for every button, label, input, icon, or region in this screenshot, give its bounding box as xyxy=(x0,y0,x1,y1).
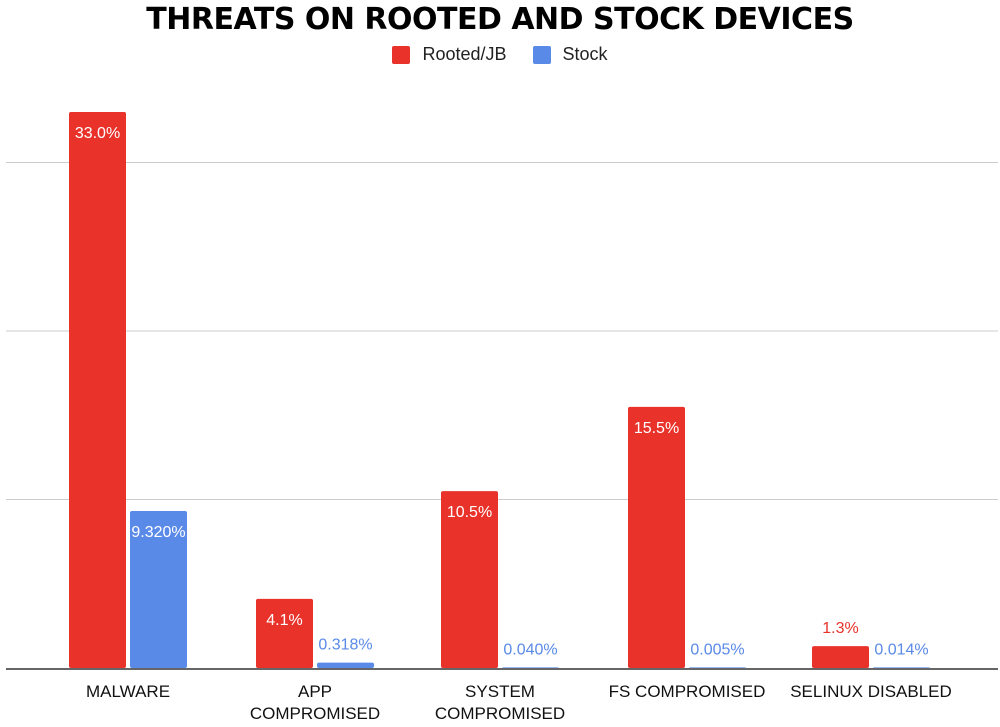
data-label-rooted-2: 10.5% xyxy=(447,504,492,521)
data-label-rooted-0: 33.0% xyxy=(75,125,120,142)
data-label-stock-2: 0.040% xyxy=(503,641,557,658)
category-label-0: MALWARE xyxy=(86,682,170,701)
bar-rooted-2 xyxy=(441,491,498,668)
legend-item-stock: Stock xyxy=(532,44,608,65)
bar-rooted-0 xyxy=(69,111,126,668)
data-label-stock-3: 0.005% xyxy=(690,641,744,658)
bar-stock-1 xyxy=(317,662,374,668)
bar-stock-2 xyxy=(502,667,559,668)
category-label-1-line-0: APP xyxy=(298,682,332,701)
data-label-stock-1: 0.318% xyxy=(318,637,372,654)
category-label-3: FS COMPROMISED xyxy=(609,682,766,701)
data-label-rooted-4: 1.3% xyxy=(822,620,858,637)
bar-stock-0 xyxy=(130,510,187,668)
data-label-rooted-1: 4.1% xyxy=(266,612,302,629)
bar-rooted-4 xyxy=(812,646,869,668)
legend-swatch-stock xyxy=(532,45,551,64)
data-label-rooted-3: 15.5% xyxy=(634,420,679,437)
data-label-stock-0: 9.320% xyxy=(131,524,185,541)
data-label-stock-4: 0.014% xyxy=(874,641,928,658)
legend-label-rooted: Rooted/JB xyxy=(422,44,507,64)
legend-label-stock: Stock xyxy=(562,44,608,64)
chart-title: THREATS ON ROOTED AND STOCK DEVICES xyxy=(146,2,854,37)
bar-rooted-3 xyxy=(628,406,685,668)
bar-stock-4 xyxy=(873,667,930,668)
legend-item-rooted: Rooted/JB xyxy=(392,44,507,65)
legend: Rooted/JB Stock xyxy=(0,44,1000,65)
legend-swatch-rooted xyxy=(392,45,411,64)
category-label-4: SELINUX DISABLED xyxy=(790,682,952,701)
bar-rooted-1 xyxy=(256,598,313,668)
category-label-2-line-0: SYSTEM xyxy=(465,682,535,701)
bar-stock-3 xyxy=(689,667,746,668)
category-label-1-line-1: COMPROMISED xyxy=(250,704,380,723)
category-label-2-line-1: COMPROMISED xyxy=(435,704,565,723)
